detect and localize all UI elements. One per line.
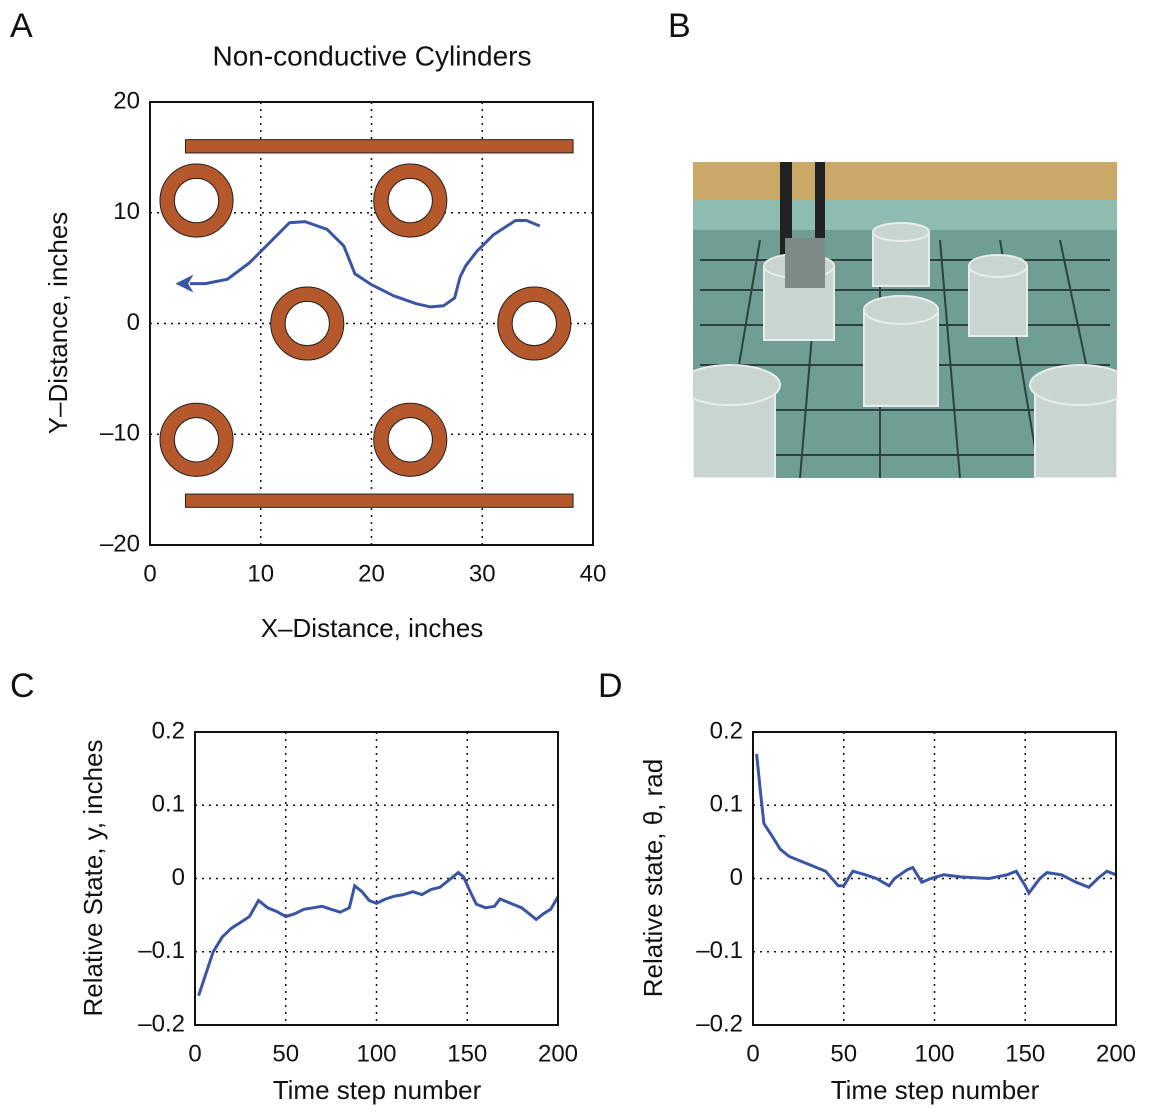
y-axis-label: Relative State, y, inches [78, 740, 108, 1017]
y-tick-label: –0.1 [138, 937, 185, 964]
y-tick-label: 0.2 [710, 717, 743, 744]
x-tick-label: 100 [914, 1040, 954, 1067]
panel-label: C [10, 667, 35, 705]
y-tick-label: 0 [730, 864, 743, 891]
y-tick-label: 0.1 [152, 791, 185, 818]
y-tick-label: –20 [100, 530, 140, 557]
y-tick-label: 0.2 [152, 717, 185, 744]
y-tick-label: 0.1 [710, 791, 743, 818]
y-axis-label: Relative state, θ, rad [638, 759, 668, 997]
x-tick-label: 50 [272, 1040, 299, 1067]
cylinder-bore [387, 177, 433, 224]
cylinder-bore [173, 417, 220, 463]
trajectory-line [175, 219, 541, 309]
x-tick-label: 40 [580, 560, 607, 587]
axes-frame [149, 101, 594, 546]
x-tick-label: 200 [1096, 1040, 1136, 1067]
x-tick-label: 0 [188, 1040, 201, 1067]
x-tick-label: 150 [1005, 1040, 1045, 1067]
y-tick-label: 10 [113, 198, 140, 225]
x-tick-label: 10 [247, 560, 274, 587]
x-tick-label: 50 [830, 1040, 857, 1067]
cylinder-bore [173, 177, 220, 224]
y-tick-label: –10 [100, 420, 140, 447]
photo [693, 162, 1117, 478]
y-tick-label: –0.1 [696, 937, 743, 964]
y-axis-label: Y–Distance, inches [43, 212, 73, 435]
trajectory-line [197, 870, 560, 997]
x-tick-label: 100 [356, 1040, 396, 1067]
axes-frame [194, 731, 559, 1026]
panel-label: A [10, 7, 33, 45]
x-tick-label: 150 [447, 1040, 487, 1067]
cylinder-bore [511, 300, 557, 347]
axes-frame [752, 731, 1117, 1026]
x-axis-label: Time step number [831, 1075, 1040, 1105]
x-tick-label: 30 [469, 560, 496, 587]
x-axis-label: X–Distance, inches [261, 613, 484, 643]
wall [184, 493, 574, 508]
cylinder-bore [387, 417, 433, 463]
y-tick-label: 0 [172, 864, 185, 891]
trajectory-line [755, 753, 1117, 896]
panel-label: B [668, 7, 691, 45]
cylinder-bore [284, 300, 330, 347]
x-tick-label: 0 [746, 1040, 759, 1067]
x-tick-label: 0 [143, 560, 156, 587]
x-axis-label: Time step number [273, 1075, 482, 1105]
x-tick-label: 200 [538, 1040, 578, 1067]
x-tick-label: 20 [358, 560, 385, 587]
wall [184, 139, 574, 154]
y-tick-label: –0.2 [696, 1010, 743, 1037]
y-tick-label: 0 [127, 309, 140, 336]
chart-title: Non-conductive Cylinders [212, 40, 531, 71]
panel-label: D [598, 667, 623, 705]
y-tick-label: –0.2 [138, 1010, 185, 1037]
y-tick-label: 20 [113, 87, 140, 114]
